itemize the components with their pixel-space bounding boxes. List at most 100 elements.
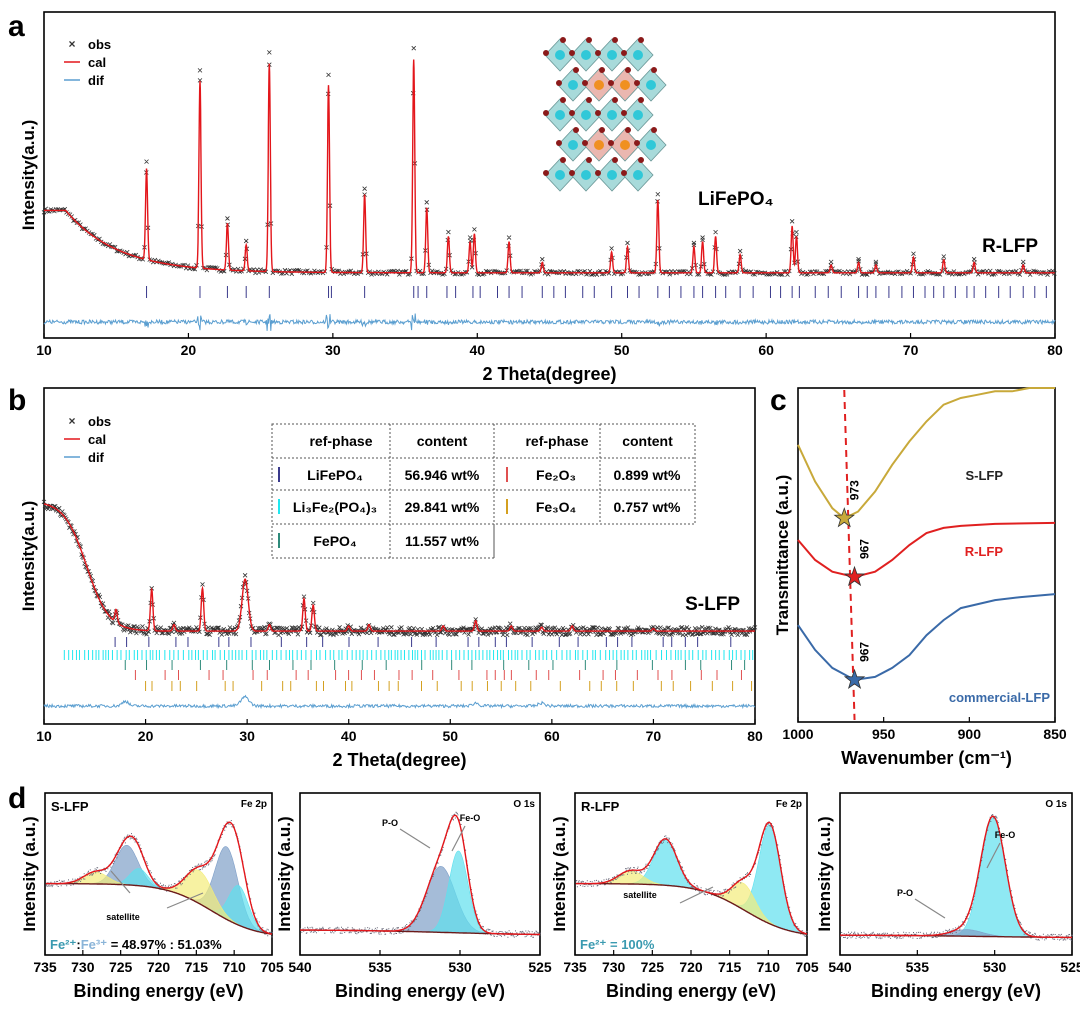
ratio-value: = 48.97% : 51.03% xyxy=(107,937,222,952)
min-value-label: 973 xyxy=(847,480,861,500)
fit-envelope-line xyxy=(45,821,273,935)
oxygen-atom xyxy=(621,170,627,176)
panel-a: 10 20 30 40 50 60 70 80 2 Theta(degree) Intensity… xyxy=(19,11,1063,384)
series-label-S-LFP: S-LFP xyxy=(965,468,1003,483)
oxygen-atom xyxy=(569,50,575,56)
dif-line xyxy=(43,313,1056,331)
oxygen-atom xyxy=(556,80,562,86)
oxygen-atom xyxy=(634,80,640,86)
table-cell-content: 56.946 wt% xyxy=(405,467,480,483)
legend-dif-label: dif xyxy=(88,73,105,88)
component-peak-cyan xyxy=(734,824,806,935)
region-label: Fe 2p xyxy=(776,799,802,810)
region-label: O 1s xyxy=(513,799,535,810)
atom xyxy=(607,50,617,60)
fit-envelope-line xyxy=(300,814,541,936)
legend-dif-label: dif xyxy=(88,450,105,465)
oxygen-atom xyxy=(638,37,644,43)
x-axis-label: Wavenumber (cm⁻¹) xyxy=(841,748,1012,768)
min-value-label: 967 xyxy=(858,539,872,559)
oxygen-atom xyxy=(543,50,549,56)
x-tick-label: 70 xyxy=(903,342,919,358)
satellite-arrow xyxy=(679,886,714,904)
atom xyxy=(568,80,578,90)
y-axis-label: Intensity(a.u.) xyxy=(19,120,38,231)
x-tick-label: 50 xyxy=(614,342,630,358)
plot-frame xyxy=(43,387,756,725)
x-tick-label: 20 xyxy=(181,342,197,358)
atom xyxy=(607,110,617,120)
x-tick-label: 80 xyxy=(1047,342,1063,358)
atom xyxy=(646,80,656,90)
x-tick-label: 10 xyxy=(36,728,52,744)
oxygen-atom xyxy=(556,140,562,146)
background-line xyxy=(575,882,808,935)
table-cell-content: 11.557 wt% xyxy=(405,533,479,549)
x-tick-label: 60 xyxy=(758,342,774,358)
p-o-annotation: P-O xyxy=(382,818,398,828)
inset-label: LiFePO₄ xyxy=(698,189,774,210)
oxygen-atom xyxy=(612,157,618,163)
min-value-label: 967 xyxy=(858,642,872,662)
x-axis-label: 2 Theta(degree) xyxy=(332,750,466,770)
phase-table: ref-phase content ref-phase content LiFePO₄ 5… xyxy=(271,423,696,559)
x-tick-label: 725 xyxy=(109,959,133,975)
atom xyxy=(594,140,604,150)
x-tick-label: 735 xyxy=(563,959,587,975)
p-o-arrow xyxy=(914,898,946,919)
oxygen-atom xyxy=(543,110,549,116)
legend-obs-label: obs xyxy=(88,414,111,429)
x-tick-label: 70 xyxy=(646,728,662,744)
oxygen-atom xyxy=(573,127,579,133)
x-tick-label: 540 xyxy=(288,959,312,975)
x-tick-label: 525 xyxy=(1060,959,1080,975)
panel-c: 1000 950 900 850 Wavenumber (cm⁻¹) Transmitta… xyxy=(773,387,1067,768)
atom xyxy=(581,110,591,120)
x-axis-label: Binding energy (eV) xyxy=(606,981,776,1001)
component-peak-cyan xyxy=(951,817,1036,938)
oxygen-atom xyxy=(595,110,601,116)
p-o-arrow xyxy=(399,828,431,849)
x-tick-label: 850 xyxy=(1043,726,1067,742)
x-tick-label: 730 xyxy=(71,959,95,975)
x-axis-label: Binding energy (eV) xyxy=(73,981,243,1001)
table-border xyxy=(271,423,696,525)
oxygen-atom xyxy=(543,170,549,176)
x-tick-label: 730 xyxy=(602,959,626,975)
y-axis-label: Transmittance (a.u.) xyxy=(773,475,792,636)
plots: 10 20 30 40 50 60 70 80 2 Theta(degree) Intensity… xyxy=(19,11,1080,1001)
table-cell-content: 29.841 wt% xyxy=(405,499,480,515)
series-label-commercial-LFP: commercial-LFP xyxy=(949,690,1050,705)
x-tick-label: 705 xyxy=(795,959,819,975)
oxygen-atom xyxy=(625,67,631,73)
x-tick-label: 20 xyxy=(138,728,154,744)
oxygen-atom xyxy=(638,157,644,163)
min-star-marker xyxy=(843,668,866,689)
table-cell-phase: FePO₄ xyxy=(313,533,356,549)
oxygen-atom xyxy=(560,37,566,43)
atom xyxy=(633,50,643,60)
series-line-commercial-LFP xyxy=(797,593,1056,681)
atom xyxy=(633,110,643,120)
table-cell-content: 0.899 wt% xyxy=(614,467,681,483)
atom xyxy=(568,140,578,150)
oxygen-atom xyxy=(586,157,592,163)
region-label: Fe 2p xyxy=(241,799,267,810)
fe-o-arrow xyxy=(986,842,1001,869)
atom xyxy=(555,170,565,180)
crystal-structure-illustration xyxy=(543,37,667,192)
oxygen-atom xyxy=(625,127,631,133)
fe2-label: Fe²⁺ xyxy=(50,937,77,952)
fe-ratio-label: Fe²⁺ = 100% xyxy=(580,937,655,952)
fe2-label: Fe²⁺ xyxy=(580,937,607,952)
fe-ratio-label: Fe²⁺:Fe³⁺ = 48.97% : 51.03% xyxy=(50,937,222,952)
sample-label: S-LFP xyxy=(51,799,89,814)
oxygen-atom xyxy=(586,97,592,103)
x-tick-label: 30 xyxy=(239,728,255,744)
x-tick-label: 40 xyxy=(469,342,485,358)
sample-label: S-LFP xyxy=(685,594,740,615)
legend-cal-label: cal xyxy=(88,55,106,70)
satellite-annotation: satellite xyxy=(106,912,140,922)
oxygen-atom xyxy=(599,67,605,73)
x-tick-label: 30 xyxy=(325,342,341,358)
